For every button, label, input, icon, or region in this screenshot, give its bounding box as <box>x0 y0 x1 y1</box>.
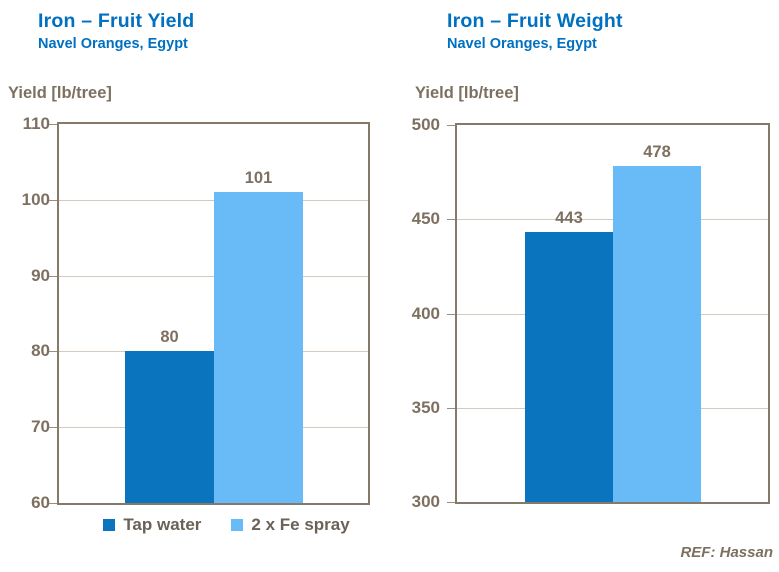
y-tick-mark <box>49 276 57 277</box>
bar-value-label: 443 <box>555 209 583 227</box>
y-tick-label: 300 <box>411 492 440 511</box>
y-tick-mark <box>447 408 455 409</box>
y-tick-mark <box>447 314 455 315</box>
y-tick-mark <box>49 200 57 201</box>
y-tick-mark <box>447 502 455 503</box>
y-axis-label: Yield [lb/tree] <box>415 84 519 102</box>
chart-title-fruit-weight: Iron – Fruit Weight <box>447 10 623 32</box>
legend-label: Tap water <box>123 515 202 534</box>
y-tick-label: 70 <box>31 417 50 436</box>
y-tick-mark <box>49 124 57 125</box>
y-axis-label: Yield [lb/tree] <box>8 84 112 102</box>
chart-subtitle-fruit-yield: Navel Oranges, Egypt <box>38 36 188 52</box>
y-tick-label: 450 <box>411 209 440 228</box>
legend-label: 2 x Fe spray <box>251 515 350 534</box>
legend-item-tap-water: Tap water <box>103 515 201 535</box>
chart-subtitle-fruit-weight: Navel Oranges, Egypt <box>447 36 597 52</box>
y-tick-mark <box>447 125 455 126</box>
y-tick-mark <box>447 219 455 220</box>
chart-panel-fruit-weight: Iron – Fruit Weight Navel Oranges, Egypt… <box>390 0 779 572</box>
chart-title-fruit-yield: Iron – Fruit Yield <box>38 10 195 32</box>
bar-tap-water <box>125 351 214 503</box>
y-tick-label: 500 <box>411 115 440 134</box>
y-tick-label: 100 <box>21 190 50 209</box>
bar-2-x-fe-spray <box>214 192 303 503</box>
y-tick-mark <box>49 351 57 352</box>
bar-value-label: 478 <box>643 143 671 161</box>
bar-value-label: 101 <box>244 169 273 187</box>
plot-area-fruit-weight <box>455 123 770 504</box>
legend-item-2-x-fe-spray: 2 x Fe spray <box>231 515 350 535</box>
bar-2-x-fe-spray <box>613 166 701 502</box>
y-tick-mark <box>49 503 57 504</box>
bar-value-label: 80 <box>160 328 179 346</box>
bar-tap-water <box>525 232 613 502</box>
y-tick-label: 350 <box>411 398 440 417</box>
y-tick-label: 400 <box>411 304 440 323</box>
y-tick-label: 80 <box>31 341 50 360</box>
y-tick-label: 110 <box>22 114 50 133</box>
chart-panel-fruit-yield: Iron – Fruit Yield Navel Oranges, Egypt … <box>8 10 370 538</box>
gridline <box>59 276 368 277</box>
y-tick-label: 60 <box>31 493 50 512</box>
reference-text: REF: Hassan <box>680 544 773 561</box>
gridline <box>457 219 768 220</box>
y-tick-mark <box>49 427 57 428</box>
legend-swatch <box>231 519 244 531</box>
chart-legend: Tap water 2 x Fe spray <box>57 512 370 538</box>
gridline <box>59 200 368 201</box>
y-tick-label: 90 <box>31 266 50 285</box>
plot-area-fruit-yield <box>57 122 370 505</box>
legend-swatch <box>103 519 116 531</box>
